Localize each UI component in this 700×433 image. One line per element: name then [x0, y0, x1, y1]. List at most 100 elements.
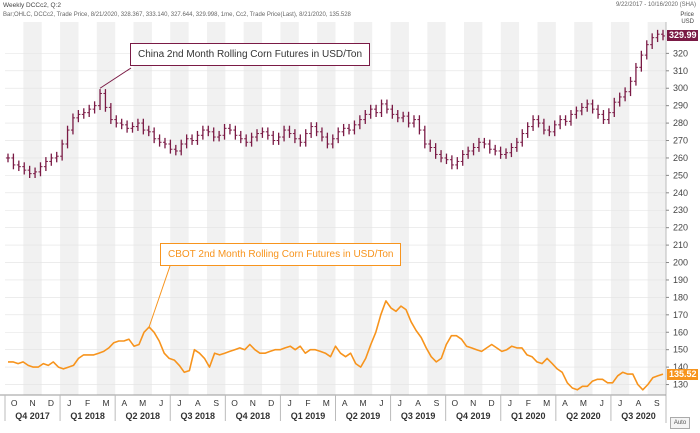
annotation-connectors	[99, 67, 171, 328]
x-axis: O N D J F M A M J J A S O N D J F M A M J J A S O N D J F M A M J J A S Q4 2…	[0, 394, 666, 421]
x-month-label: F	[305, 398, 310, 408]
month-band	[574, 22, 593, 395]
y-tick-label: 150	[673, 345, 688, 355]
y-tick-label: 180	[673, 292, 688, 302]
cbot-series	[8, 300, 664, 391]
y-tick-label: 220	[673, 223, 688, 233]
month-band	[243, 22, 263, 395]
x-month-label: M	[359, 398, 366, 408]
month-band	[317, 22, 336, 395]
x-month-label: O	[452, 398, 459, 408]
x-month-label: J	[398, 398, 402, 408]
y-tick-label: 280	[673, 118, 688, 128]
x-month-label: D	[488, 398, 494, 408]
x-quarter-label: Q4 2018	[236, 411, 271, 421]
cbot-line	[8, 300, 664, 391]
month-band	[500, 22, 520, 395]
x-quarter-label: Q2 2019	[346, 411, 381, 421]
month-band	[60, 22, 79, 395]
x-month-label: D	[268, 398, 274, 408]
month-band	[353, 22, 373, 395]
month-band	[133, 22, 152, 395]
x-month-label: J	[177, 398, 181, 408]
y-tick-label: 250	[673, 170, 688, 180]
x-month-label: J	[159, 398, 163, 408]
month-band	[464, 22, 483, 395]
x-quarter-label: Q3 2018	[181, 411, 216, 421]
chart-legend-info: Bar;OHLC, DCCc2, Trade Price, 8/21/2020,…	[3, 12, 351, 18]
china-connector	[99, 67, 132, 89]
x-month-label: J	[618, 398, 622, 408]
month-band	[610, 22, 630, 395]
x-quarter-label: Q1 2018	[70, 411, 105, 421]
x-month-label: A	[195, 398, 201, 408]
auto-scale-button[interactable]: Auto	[670, 417, 690, 429]
x-month-label: A	[122, 398, 128, 408]
x-month-label: D	[48, 398, 54, 408]
chart-title: Weekly DCCc2, Q:2	[3, 2, 62, 9]
x-month-label: S	[213, 398, 219, 408]
month-band	[206, 22, 226, 395]
y-tick-label: 310	[673, 66, 688, 76]
x-month-label: M	[102, 398, 109, 408]
x-month-label: A	[415, 398, 421, 408]
x-month-label: S	[654, 398, 660, 408]
price-label: Price	[680, 12, 694, 18]
quarter-bands	[23, 22, 666, 395]
price-unit-label: Price USD	[680, 12, 694, 26]
x-month-label: M	[323, 398, 330, 408]
x-month-label: A	[342, 398, 348, 408]
month-band	[390, 22, 409, 395]
y-tick-label: 170	[673, 310, 688, 320]
x-quarter-label: Q3 2019	[401, 411, 436, 421]
x-month-label: O	[11, 398, 18, 408]
x-quarter-label: Q4 2019	[456, 411, 491, 421]
x-month-label: J	[379, 398, 383, 408]
x-month-label: F	[526, 398, 531, 408]
x-month-label: J	[67, 398, 71, 408]
y-tick-label: 240	[673, 188, 688, 198]
x-quarter-label: Q2 2018	[125, 411, 160, 421]
month-band	[537, 22, 556, 395]
x-month-label: N	[470, 398, 476, 408]
x-month-label: M	[139, 398, 146, 408]
y-tick-label: 230	[673, 205, 688, 215]
x-month-label: M	[543, 398, 550, 408]
x-month-label: S	[434, 398, 440, 408]
y-tick-label: 130	[673, 380, 688, 390]
china-annotation: China 2nd Month Rolling Corn Futures in …	[130, 43, 370, 66]
y-tick-label: 320	[673, 48, 688, 58]
x-quarter-label: Q1 2019	[291, 411, 326, 421]
month-band	[280, 22, 299, 395]
china-last-price-tag: 329.99	[667, 30, 698, 42]
month-band	[170, 22, 189, 395]
y-tick-label: 270	[673, 136, 688, 146]
x-month-label: J	[508, 398, 512, 408]
x-month-label: J	[600, 398, 604, 408]
x-month-label: N	[29, 398, 35, 408]
y-axis: 130 140 150 160 170 180 190 200 210 220 230 240 250 2…	[665, 22, 688, 423]
cbot-connector	[148, 265, 171, 328]
cbot-last-price-tag: 135.52	[667, 368, 698, 380]
china-series	[6, 29, 665, 178]
y-tick-label: 160	[673, 327, 688, 337]
date-range: 9/22/2017 - 10/16/2020 (SHA)	[615, 2, 696, 8]
x-month-label: N	[250, 398, 256, 408]
y-tick-label: 260	[673, 153, 688, 163]
x-quarter-label: Q2 2020	[566, 411, 601, 421]
currency-label: USD	[681, 19, 694, 25]
x-month-label: A	[636, 398, 642, 408]
y-tick-label: 290	[673, 101, 688, 111]
x-month-label: J	[287, 398, 291, 408]
x-quarter-label: Q4 2017	[15, 411, 50, 421]
cbot-annotation: CBOT 2nd Month Rolling Corn Futures in U…	[160, 243, 402, 266]
x-quarter-label: Q1 2020	[511, 411, 546, 421]
x-month-label: A	[562, 398, 568, 408]
y-tick-label: 200	[673, 258, 688, 268]
y-tick-label: 210	[673, 240, 688, 250]
x-month-label: M	[580, 398, 587, 408]
x-month-label: O	[231, 398, 238, 408]
y-tick-label: 140	[673, 362, 688, 372]
